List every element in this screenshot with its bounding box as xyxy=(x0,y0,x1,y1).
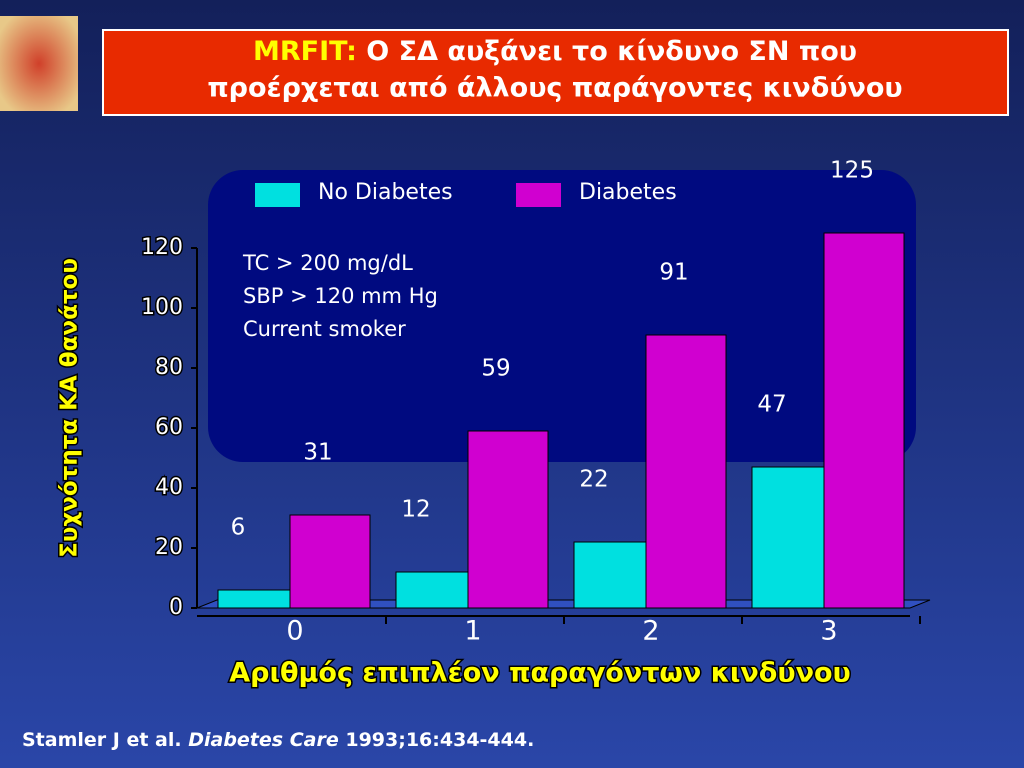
x-tick-label: 1 xyxy=(464,616,481,647)
annotation: SBP > 120 mm Hg xyxy=(243,284,438,308)
y-tick-label: 20 xyxy=(155,535,183,560)
x-tick-label: 3 xyxy=(820,616,837,647)
y-tick-label: 80 xyxy=(155,355,183,380)
legend-swatch xyxy=(516,183,561,207)
bar xyxy=(573,541,647,609)
x-tick-label: 0 xyxy=(286,616,303,647)
bar xyxy=(467,430,549,609)
legend-label: Diabetes xyxy=(579,180,677,205)
y-tick-label: 100 xyxy=(141,295,183,320)
heart-image xyxy=(0,16,78,111)
citation: Stamler J et al. Diabetes Care 1993;16:4… xyxy=(22,729,534,751)
value-label: 59 xyxy=(481,356,510,382)
value-label: 91 xyxy=(659,260,688,286)
annotation: Current smoker xyxy=(243,317,406,341)
value-label: 125 xyxy=(830,158,874,184)
value-label: 47 xyxy=(757,392,786,418)
y-tick-label: 60 xyxy=(155,415,183,440)
y-tick-label: 0 xyxy=(169,595,183,620)
bar xyxy=(645,334,727,609)
citation-authors: Stamler J et al. xyxy=(22,729,182,751)
bar xyxy=(395,571,469,609)
bar xyxy=(289,514,371,609)
title-prefix: MRFIT: xyxy=(253,36,357,67)
value-label: 31 xyxy=(303,440,332,466)
title-text: Ο ΣΔ αυξάνει το κίνδυνο ΣΝ που xyxy=(366,36,857,67)
value-label: 22 xyxy=(579,467,608,493)
value-label: 6 xyxy=(231,515,246,541)
y-tick-label: 120 xyxy=(141,235,183,260)
legend-label: No Diabetes xyxy=(318,180,453,205)
legend-swatch xyxy=(255,183,300,207)
x-tick-label: 2 xyxy=(642,616,659,647)
citation-details: 1993;16:434-444. xyxy=(345,729,534,751)
title-line: προέρχεται από άλλους παράγοντες κινδύνο… xyxy=(207,73,902,104)
bar xyxy=(751,466,825,609)
bar xyxy=(823,232,905,609)
y-axis-label: Συχνότητα ΚΑ θανάτου xyxy=(57,258,83,558)
value-label: 12 xyxy=(401,497,430,523)
title-box xyxy=(102,29,1009,116)
title-line: MRFIT: Ο ΣΔ αυξάνει το κίνδυνο ΣΝ που xyxy=(253,36,857,67)
citation-journal: Diabetes Care xyxy=(188,729,339,751)
inset-box xyxy=(208,170,916,462)
y-tick-label: 40 xyxy=(155,475,183,500)
annotation: TC > 200 mg/dL xyxy=(242,251,413,275)
bar xyxy=(217,589,291,609)
x-axis-label: Αριθμός επιπλέον παραγόντων κινδύνου xyxy=(229,658,851,689)
